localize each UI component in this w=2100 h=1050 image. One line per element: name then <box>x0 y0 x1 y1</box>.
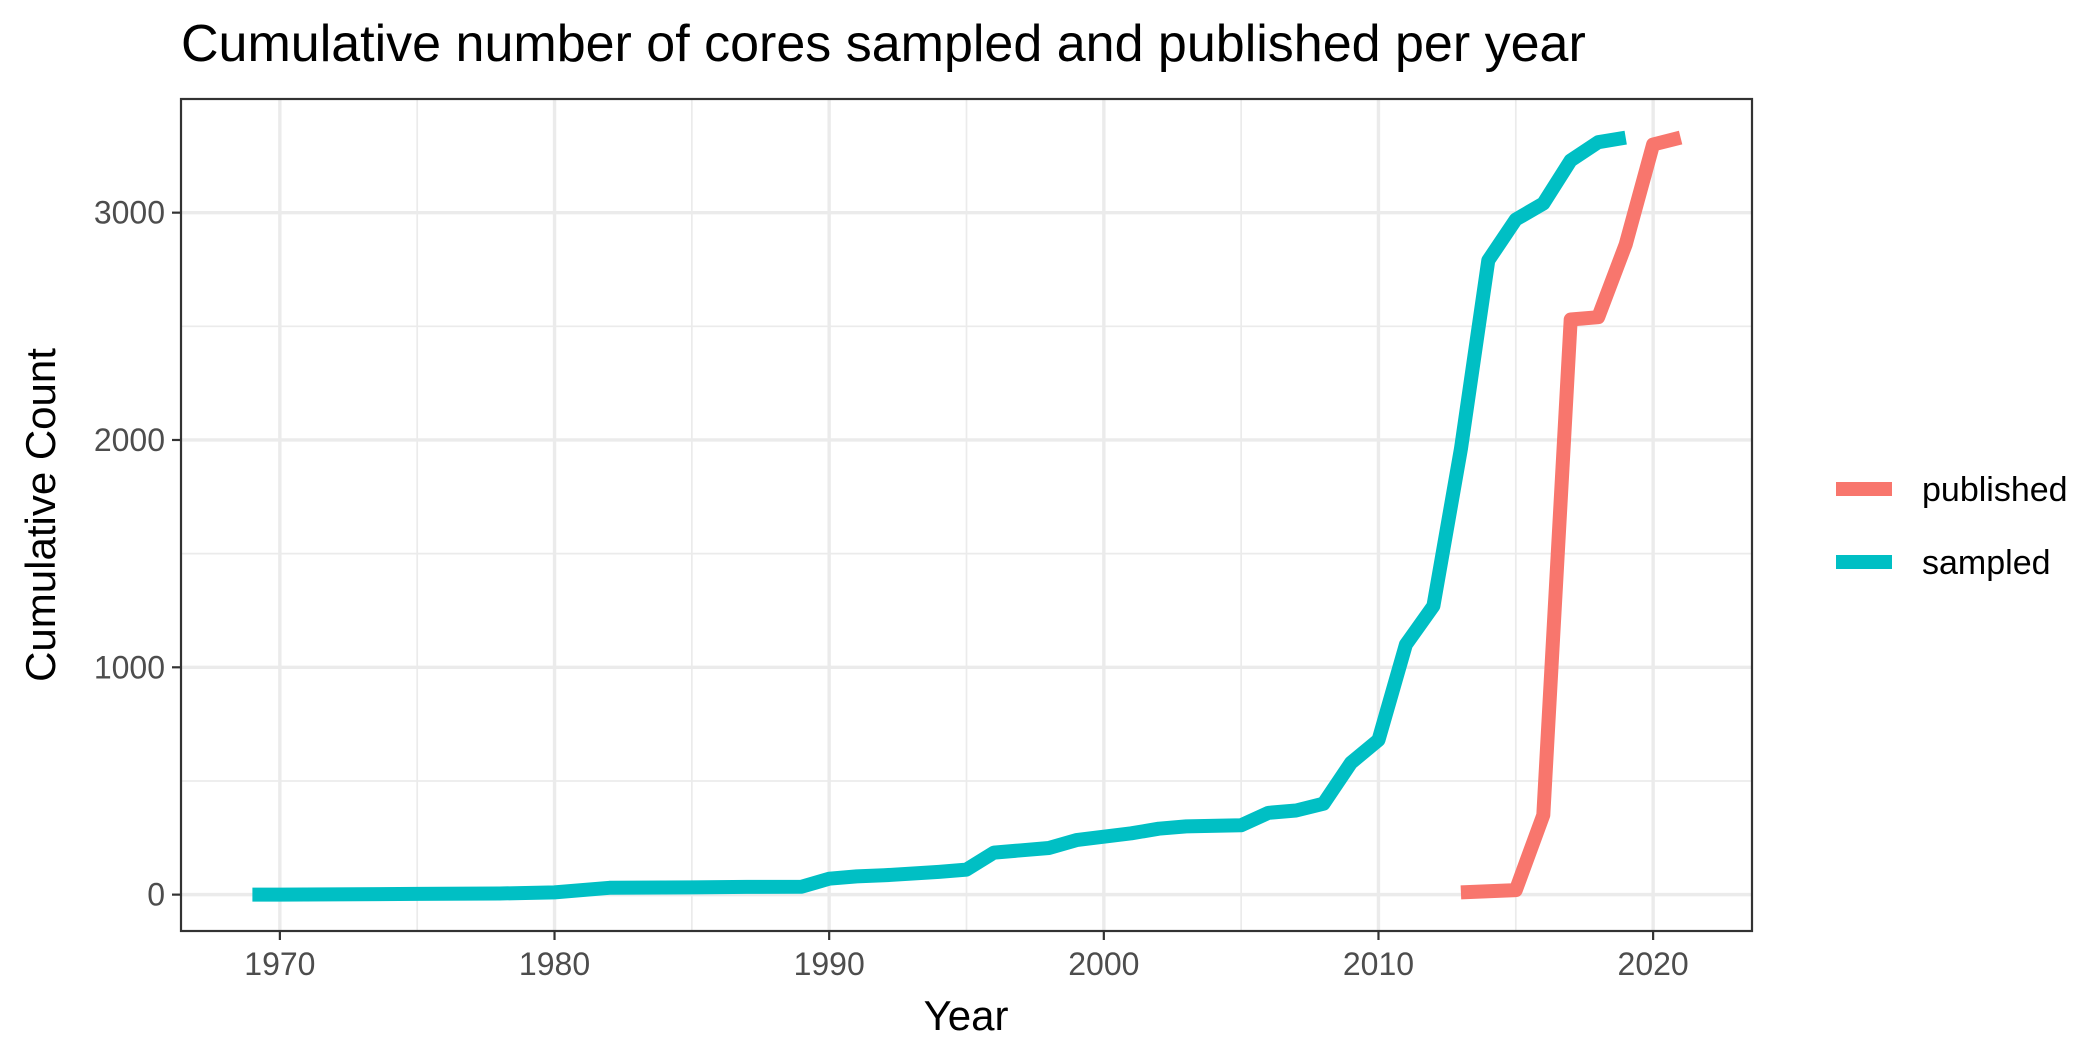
x-tick-label: 1990 <box>794 946 865 982</box>
series-line-published <box>1460 130 1683 900</box>
y-tick-label: 0 <box>147 877 165 913</box>
gridlines <box>181 98 1752 931</box>
y-tick-label: 1000 <box>94 649 165 685</box>
chart-title: Cumulative number of cores sampled and p… <box>181 15 1586 73</box>
x-axis-title: Year <box>924 992 1009 1039</box>
series-line-sampled <box>252 130 1627 902</box>
x-tick-label: 1980 <box>519 946 590 982</box>
x-tick-label: 2000 <box>1068 946 1139 982</box>
x-tick-label: 2010 <box>1343 946 1414 982</box>
legend-label-sampled: sampled <box>1922 544 2051 582</box>
legend-item-published: published <box>1836 471 2068 509</box>
y-tick-label: 3000 <box>94 195 165 231</box>
y-axis: 0 1000 2000 3000 <box>94 195 181 913</box>
x-tick-label: 2020 <box>1618 946 1689 982</box>
x-tick-label: 1970 <box>244 946 315 982</box>
series-lines <box>252 130 1683 902</box>
legend-item-sampled: sampled <box>1836 544 2051 582</box>
y-tick-label: 2000 <box>94 422 165 458</box>
y-axis-title: Cumulative Count <box>17 348 64 682</box>
legend: published sampled <box>1836 471 2068 582</box>
x-axis: 1970 1980 1990 2000 2010 2020 <box>244 931 1689 982</box>
legend-label-published: published <box>1922 471 2068 509</box>
plot-panel-border <box>179 97 1754 933</box>
